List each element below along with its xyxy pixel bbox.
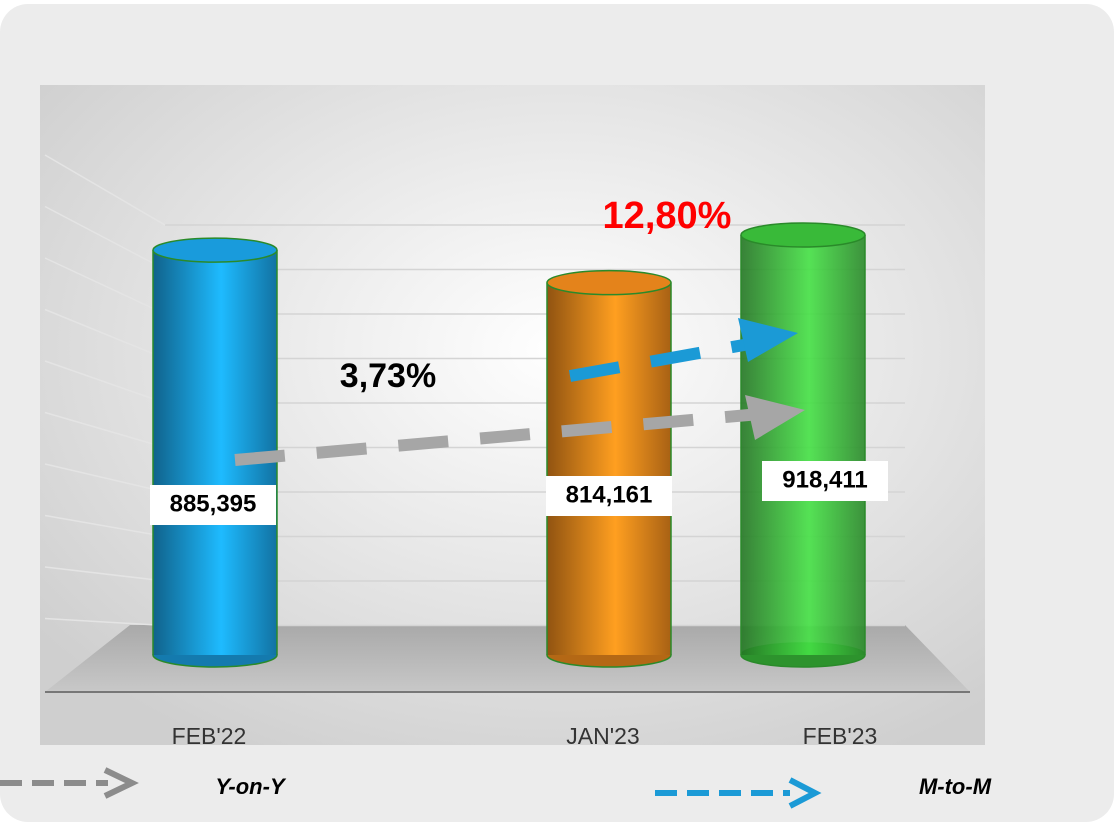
grid-line [44, 617, 166, 627]
value-label: 885,395 [170, 490, 257, 517]
x-tick-label: FEB'22 [172, 723, 247, 749]
grid-line [44, 257, 166, 315]
yoy-arrowhead [745, 395, 805, 440]
annotation: 12,80% [603, 195, 732, 237]
grid-line [44, 154, 166, 226]
annotation: 3,73% [340, 357, 436, 395]
value-label: 814,161 [566, 481, 653, 508]
legend-label: Y-on-Y [215, 774, 287, 799]
value-label-box [546, 476, 672, 516]
grid-line [44, 463, 166, 493]
legend-yoy-head [103, 767, 139, 799]
grid-line [44, 566, 166, 582]
mom-arrowhead [738, 318, 798, 362]
value-label-box [762, 461, 888, 501]
yoy-arrow [234, 408, 761, 466]
bar-top [546, 269, 672, 296]
bar [741, 235, 865, 655]
value-label-box [150, 485, 276, 525]
legend-mom-head [788, 777, 822, 809]
legend-label: M-to-M [919, 774, 992, 799]
grid-line [44, 360, 166, 404]
mom-arrow [568, 337, 757, 382]
grid-line [44, 308, 166, 360]
bar [547, 282, 671, 655]
value-label: 918,411 [782, 466, 867, 493]
bar-top [152, 237, 278, 263]
x-tick-label: JAN'23 [566, 723, 639, 749]
x-tick-label: FEB'23 [803, 723, 878, 749]
grid-line [44, 205, 166, 271]
grid-line [44, 411, 166, 449]
grid-line [44, 514, 166, 538]
bar-top [740, 222, 866, 248]
